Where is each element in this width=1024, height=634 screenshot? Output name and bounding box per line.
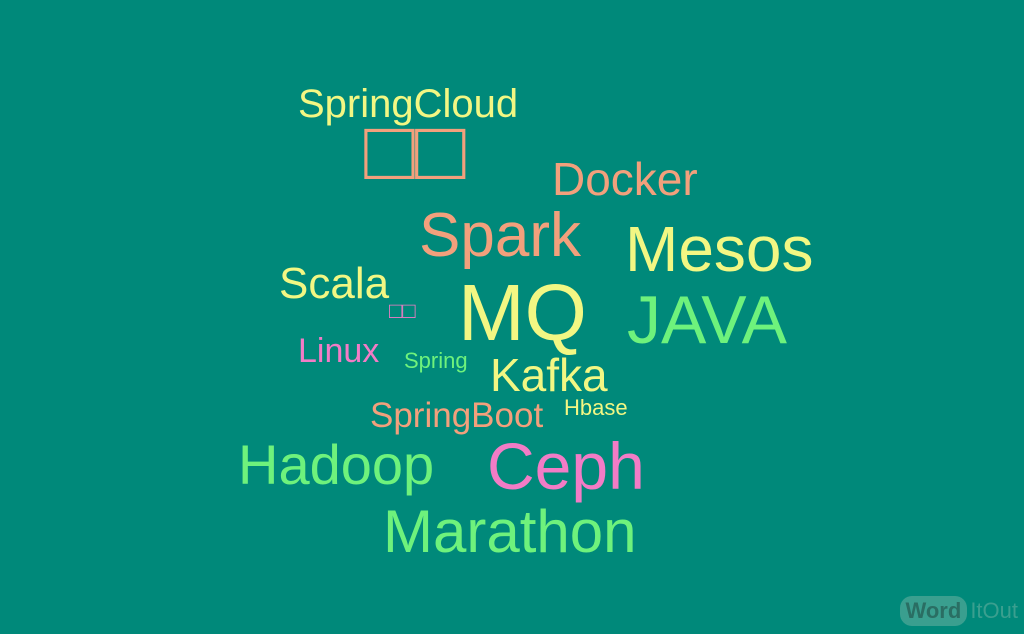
logo-word-rest: ItOut — [970, 598, 1018, 623]
word-mq: MQ — [458, 268, 587, 357]
logo-word-badge: Word — [899, 596, 968, 626]
word-springcloud: SpringCloud — [298, 82, 519, 126]
word-springboot: SpringBoot — [370, 396, 544, 435]
wordltout-logo[interactable]: Word ItOut — [899, 594, 1018, 628]
word-hbase: Hbase — [564, 395, 628, 420]
word-cjk-large: □□ — [364, 103, 466, 197]
word-cjk-small: □□ — [389, 298, 416, 323]
word-spring: Spring — [404, 348, 468, 373]
word-scala: Scala — [279, 259, 390, 308]
word-ceph: Ceph — [487, 429, 645, 503]
word-marathon: Marathon — [383, 498, 637, 565]
word-docker: Docker — [552, 153, 698, 205]
word-hadoop: Hadoop — [238, 433, 435, 496]
word-linux: Linux — [298, 332, 380, 370]
word-mesos: Mesos — [625, 213, 814, 285]
word-spark: Spark — [419, 201, 581, 270]
word-kafka: Kafka — [490, 349, 608, 401]
word-java: JAVA — [627, 282, 787, 358]
